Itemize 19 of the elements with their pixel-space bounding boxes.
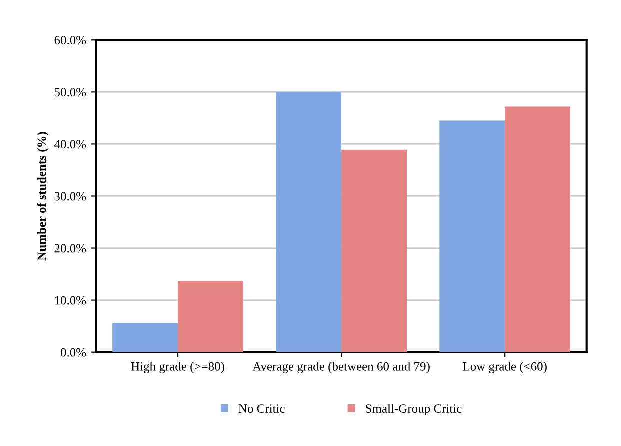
bar [112,323,178,352]
bar [342,150,407,352]
bar [505,106,570,352]
legend-label: No Critic [238,404,285,413]
x-tick-label: Low grade (<60) [463,362,547,374]
y-tick-label: 50.0% [54,88,86,97]
bar [440,120,506,352]
y-tick-label: 20.0% [54,244,86,253]
x-tick-label: Average grade (between 60 and 79) [252,362,430,374]
y-tick-label: 0.0% [60,348,86,357]
y-tick-label: 30.0% [54,192,86,201]
legend-label: Small-Group Critic [366,404,462,416]
bar [276,92,342,352]
y-tick-label: 40.0% [54,140,86,149]
y-tick-label: 10.0% [55,296,86,305]
x-tick-label: High grade (>=80) [131,362,224,374]
y-axis-title: Number of students (%) [37,132,49,261]
y-tick-label: 60.0% [54,36,86,45]
bar [178,281,244,352]
